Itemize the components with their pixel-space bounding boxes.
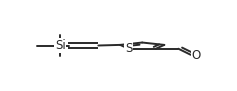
Text: O: O — [191, 49, 201, 62]
Text: Si: Si — [55, 39, 66, 52]
Text: S: S — [125, 42, 132, 55]
